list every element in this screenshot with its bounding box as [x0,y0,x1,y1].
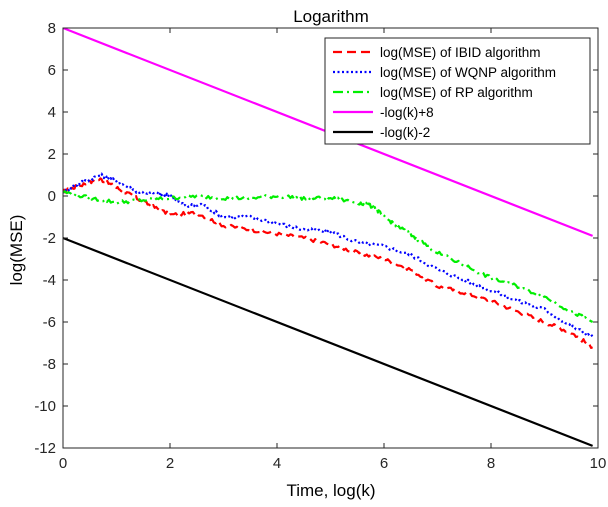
x-tick-label-4: 8 [487,455,495,472]
y-tick-label-0: 8 [48,20,56,37]
y-tick-label-1: 6 [48,62,56,79]
y-tick-label-9: -10 [34,398,56,415]
axes: 0 2 4 6 8 10 8 6 4 2 0 -2 -4 -6 -8 -10 -12 [34,20,606,472]
series-line-2 [63,190,594,323]
y-axis-label: log(MSE) [7,215,26,286]
legend-label-4: -log(k)-2 [380,125,430,140]
legend: log(MSE) of IBID algorithm log(MSE) of WQ… [324,37,591,145]
y-tick-label-6: -4 [43,272,56,289]
legend-label-2: log(MSE) of RP algorithm [380,85,533,100]
y-tick-label-4: 0 [48,188,56,205]
y-tick-label-10: -12 [34,440,56,457]
y-tick-label-5: -2 [43,230,56,247]
legend-label-3: -log(k)+8 [380,105,434,120]
series-line-0 [63,177,594,349]
series-line-1 [63,172,594,338]
x-tick-label-5: 10 [590,455,607,472]
y-tick-label-2: 4 [48,104,56,121]
x-axis-label: Time, log(k) [286,481,375,500]
x-tick-label-3: 6 [380,455,388,472]
legend-box [324,37,591,145]
legend-label-0: log(MSE) of IBID algorithm [380,45,541,60]
y-tick-label-7: -6 [43,314,56,331]
y-tick-label-8: -8 [43,356,56,373]
chart-title: Logarithm [293,7,369,26]
legend-label-1: log(MSE) of WQNP algorithm [380,65,556,80]
x-tick-label-2: 4 [273,455,281,472]
x-tick-label-0: 0 [59,455,67,472]
series-line-4 [63,236,594,447]
y-tick-label-3: 2 [48,146,56,163]
x-tick-label-1: 2 [166,455,174,472]
